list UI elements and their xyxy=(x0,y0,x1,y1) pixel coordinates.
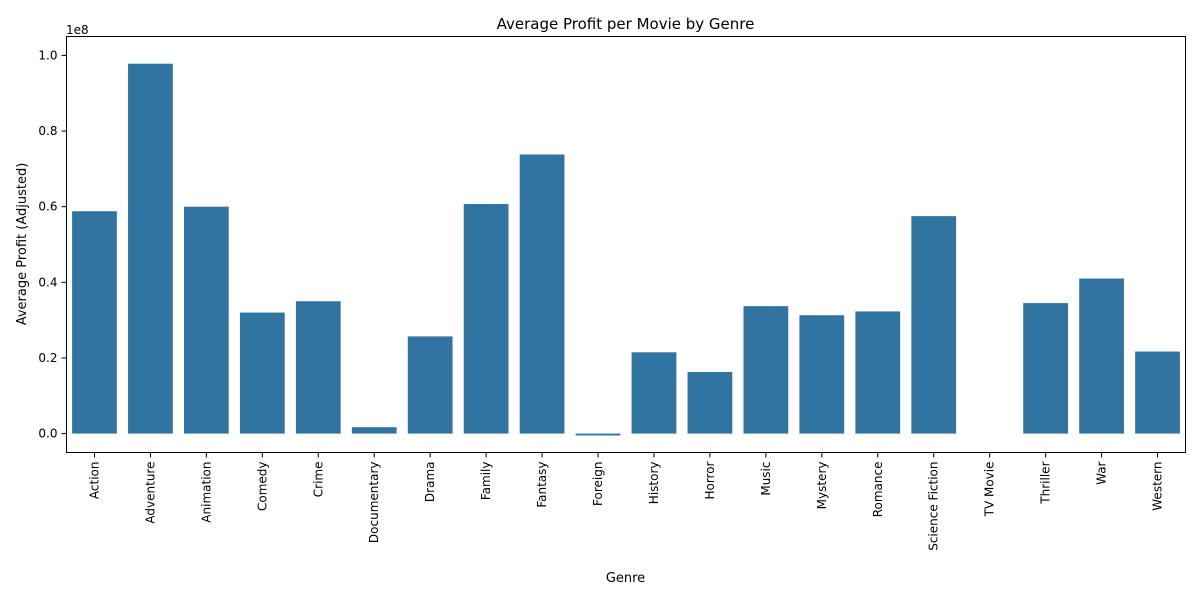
x-tick-label: Music xyxy=(759,462,773,496)
x-tick-label: Comedy xyxy=(255,462,269,512)
x-axis-ticks: Action Adventure Animation Comedy Crime Docum… xyxy=(87,452,1165,551)
x-tick-label: Drama xyxy=(423,462,437,503)
bar-music xyxy=(743,306,789,434)
bar-history xyxy=(631,352,677,434)
x-tick-label: Western xyxy=(1151,462,1165,511)
y-tick-label: 0.2 xyxy=(38,351,57,365)
bar-adventure xyxy=(128,63,173,434)
y-tick-label: 0.6 xyxy=(38,200,57,214)
y-tick-label: 0.8 xyxy=(38,124,57,138)
bar-documentary xyxy=(351,427,397,434)
y-tick-label: 1.0 xyxy=(38,48,57,62)
bar-fantasy xyxy=(519,154,565,434)
x-tick-label: Romance xyxy=(871,462,885,518)
x-tick-label: Family xyxy=(479,462,493,501)
x-tick-label: TV Movie xyxy=(983,462,997,518)
chart-title: Average Profit per Movie by Genre xyxy=(497,15,755,33)
y-offset-label: 1e8 xyxy=(66,23,89,37)
bar-action xyxy=(72,211,117,434)
bar-science-fiction xyxy=(911,216,957,434)
x-tick-label: Action xyxy=(87,462,101,500)
plot-frame xyxy=(66,36,1186,453)
y-tick-label: 0.4 xyxy=(38,275,57,289)
bar-foreign xyxy=(575,433,621,436)
bar-drama xyxy=(407,336,453,434)
y-axis-label: Average Profit (Adjusted) xyxy=(15,163,30,326)
bar-crime xyxy=(295,301,341,434)
bar-western xyxy=(1135,351,1180,434)
bar-romance xyxy=(855,311,901,434)
x-axis-label: Genre xyxy=(606,571,645,586)
bar-comedy xyxy=(239,312,285,434)
bar-mystery xyxy=(799,315,845,434)
x-tick-label: Adventure xyxy=(143,462,157,524)
x-tick-label: Animation xyxy=(199,462,213,523)
x-tick-label: Documentary xyxy=(367,462,381,544)
x-tick-label: Foreign xyxy=(591,462,605,506)
x-tick-label: War xyxy=(1095,461,1109,484)
bar-thriller xyxy=(1023,303,1069,434)
y-tick-label: 0.0 xyxy=(38,427,57,441)
x-tick-label: Fantasy xyxy=(535,462,549,508)
x-tick-label: Mystery xyxy=(815,462,829,510)
x-tick-label: Science Fiction xyxy=(927,462,941,551)
x-tick-label: Crime xyxy=(311,462,325,498)
y-axis-ticks: 0.0 0.2 0.4 0.6 0.8 1.0 xyxy=(38,48,67,441)
bar-horror xyxy=(687,371,733,434)
bars-group xyxy=(72,63,1180,436)
x-tick-label: Thriller xyxy=(1039,461,1053,504)
bar-animation xyxy=(183,206,229,434)
x-tick-label: History xyxy=(647,462,661,505)
bar-war xyxy=(1079,278,1124,434)
x-tick-label: Horror xyxy=(703,461,717,499)
bar-family xyxy=(463,204,509,434)
